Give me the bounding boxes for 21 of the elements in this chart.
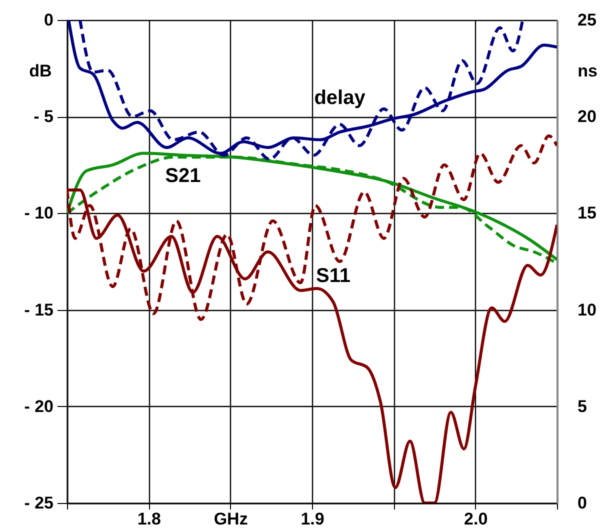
y2-tick-label: 5 <box>578 396 587 416</box>
y2-tick-label: 15 <box>578 204 596 223</box>
y2-axis-title: ns <box>578 62 598 80</box>
y-axis-title: dB <box>29 62 52 80</box>
y2-tick-label: 0 <box>578 494 587 512</box>
y-tick-label: 0 <box>44 10 54 30</box>
series-label: delay <box>314 87 366 110</box>
x-tick-label: 1.9 <box>300 510 324 528</box>
series-label: S11 <box>316 265 350 288</box>
x-tick-label: 2.0 <box>464 510 488 528</box>
y-tick-label: - 20 <box>24 396 54 416</box>
x-tick-label: GHz <box>214 510 248 528</box>
y-tick-label: - 10 <box>24 204 54 223</box>
y2-tick-label: 20 <box>578 107 596 126</box>
y-tick-label: - 5 <box>34 107 54 126</box>
y2-tick-label: 10 <box>578 300 596 320</box>
y2-tick-label: 25 <box>578 10 596 30</box>
series-label: S21 <box>165 165 201 188</box>
x-tick-label: 1.8 <box>137 510 161 528</box>
y-tick-label: - 15 <box>24 300 54 320</box>
y-tick-label: - 25 <box>24 494 54 512</box>
